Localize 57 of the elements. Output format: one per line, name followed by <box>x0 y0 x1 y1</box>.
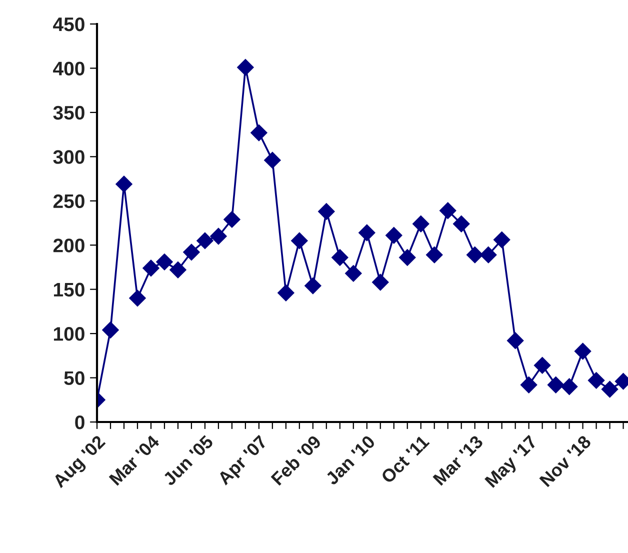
point <box>426 246 443 264</box>
point <box>534 357 551 374</box>
point <box>129 290 146 307</box>
point <box>588 372 605 389</box>
point <box>183 244 200 261</box>
y-tick-label: 300 <box>53 150 84 164</box>
point <box>372 274 389 291</box>
point <box>116 176 132 192</box>
point <box>452 216 470 232</box>
x-tick-label: Feb '09 <box>270 434 322 486</box>
y-tick-label: 0 <box>75 415 84 430</box>
x-tick-label: Oct '11 <box>380 434 430 484</box>
point <box>412 216 430 232</box>
point <box>156 254 173 270</box>
point <box>358 224 376 242</box>
point <box>560 378 578 395</box>
x-tick-label: Mar '13 <box>432 434 484 486</box>
point <box>237 58 254 76</box>
y-tick-label: 150 <box>54 282 84 297</box>
y-tick-label: 250 <box>53 194 84 208</box>
y-tick-label: 50 <box>64 371 84 386</box>
point <box>439 202 456 219</box>
point <box>493 231 510 248</box>
point <box>547 376 564 394</box>
point <box>224 211 240 228</box>
point <box>466 246 484 264</box>
point <box>398 249 416 266</box>
point <box>278 284 294 302</box>
point <box>574 342 592 360</box>
x-tick-label: Mar '04 <box>108 434 160 486</box>
point <box>318 203 335 220</box>
y-tick-label: 350 <box>53 106 84 120</box>
point <box>506 332 524 350</box>
x-tick-label: Apr '07 <box>216 434 270 488</box>
point <box>210 228 227 245</box>
point <box>170 262 186 278</box>
point <box>291 232 308 250</box>
point <box>480 246 497 264</box>
point <box>264 152 281 169</box>
point <box>601 380 618 398</box>
y-tick-label: 200 <box>53 238 84 252</box>
point <box>345 265 362 282</box>
point <box>385 227 402 244</box>
y-tick-label: 100 <box>54 327 84 341</box>
point <box>520 376 538 394</box>
x-tick-label: Jun '05 <box>162 434 214 486</box>
x-tick-label: Nov '18 <box>539 434 592 488</box>
y-tick-label: 450 <box>53 17 84 32</box>
y-tick-label: 400 <box>53 62 84 76</box>
x-tick-label: Jan '10 <box>324 434 376 486</box>
x-tick-label: Aug '02 <box>52 434 108 491</box>
point <box>332 249 348 266</box>
point <box>196 232 214 250</box>
point <box>102 322 119 338</box>
point <box>250 124 268 142</box>
point <box>304 277 322 294</box>
point <box>142 260 160 276</box>
